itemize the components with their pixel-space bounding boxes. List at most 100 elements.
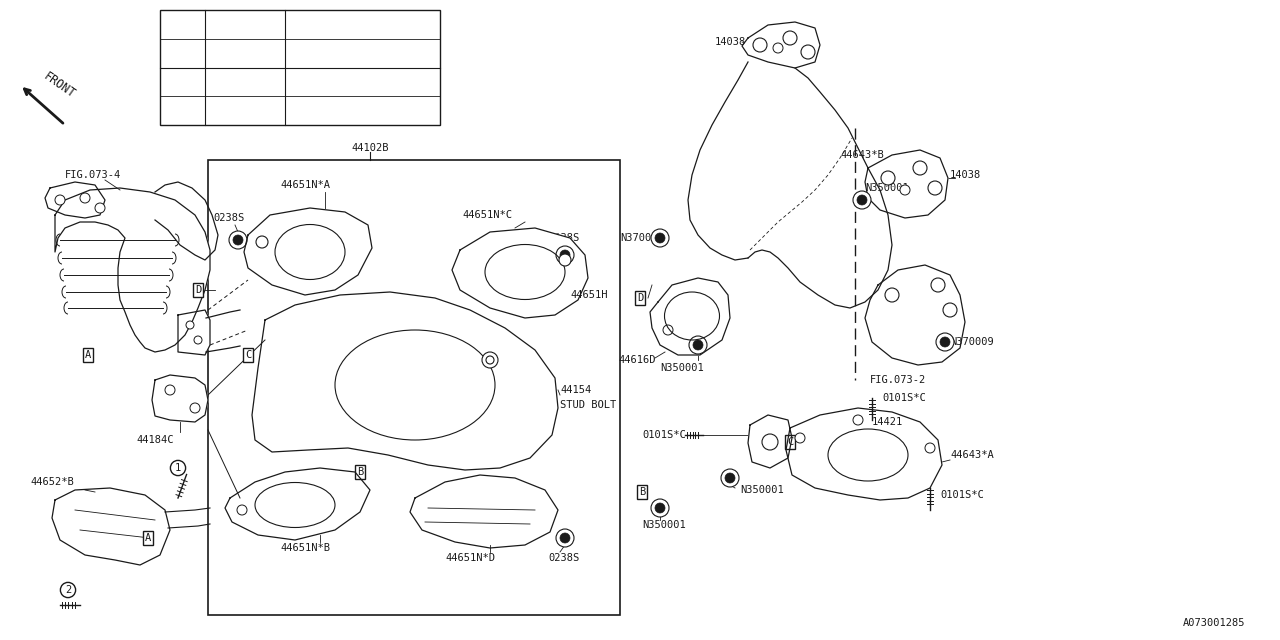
Text: N370009: N370009 [620,233,664,243]
Text: 44652*B: 44652*B [29,477,74,487]
Circle shape [913,161,927,175]
Polygon shape [244,208,372,295]
Circle shape [556,529,573,547]
Circle shape [940,337,950,347]
Circle shape [652,499,669,517]
Polygon shape [152,375,209,422]
Text: (MAR.2023-): (MAR.2023-) [292,19,361,29]
Text: J20648: J20648 [212,19,250,29]
Circle shape [186,321,195,329]
Polygon shape [748,68,892,308]
Text: 0238S: 0238S [212,213,244,223]
Text: N370009: N370009 [950,337,993,347]
Circle shape [55,195,65,205]
Circle shape [724,473,735,483]
Text: 14038: 14038 [950,170,982,180]
Circle shape [556,246,573,264]
Text: (-FEB.2023): (-FEB.2023) [292,106,361,116]
Circle shape [925,443,934,453]
Polygon shape [742,22,820,68]
Text: 0101S*C: 0101S*C [882,393,925,403]
Text: 0238S: 0238S [548,553,580,563]
Circle shape [852,191,870,209]
Polygon shape [689,62,748,260]
Text: C: C [787,437,794,447]
Text: 2: 2 [65,585,72,595]
Text: D: D [637,293,643,303]
Circle shape [486,356,494,364]
Text: 44102B: 44102B [351,143,389,153]
Polygon shape [786,408,942,500]
Text: C: C [244,350,251,360]
Polygon shape [252,292,558,470]
Text: B: B [357,467,364,477]
Circle shape [858,195,867,205]
Text: N350001: N350001 [740,485,783,495]
Text: FRONT: FRONT [41,70,78,100]
Polygon shape [865,150,948,218]
Circle shape [655,233,666,243]
Text: A: A [84,350,91,360]
Circle shape [189,403,200,413]
Text: N350001: N350001 [660,363,704,373]
Circle shape [928,181,942,195]
Circle shape [689,336,707,354]
Text: J20648: J20648 [212,77,250,87]
Circle shape [943,303,957,317]
Circle shape [936,333,954,351]
Polygon shape [748,415,792,468]
Polygon shape [52,488,170,565]
Circle shape [931,278,945,292]
Circle shape [884,288,899,302]
Text: 0104S*A: 0104S*A [212,106,256,116]
Text: 44651N*B: 44651N*B [280,543,330,553]
Polygon shape [225,468,370,540]
Circle shape [655,503,666,513]
Text: 1: 1 [175,463,182,473]
Text: 14421: 14421 [872,417,904,427]
Text: 2: 2 [179,34,186,44]
Circle shape [852,415,863,425]
Circle shape [233,235,243,245]
Text: 0101S*C: 0101S*C [643,430,686,440]
Text: 44651H: 44651H [570,290,608,300]
Circle shape [81,193,90,203]
Circle shape [753,38,767,52]
Circle shape [881,171,895,185]
Circle shape [165,385,175,395]
Text: N350001: N350001 [643,520,686,530]
Circle shape [256,236,268,248]
Text: 0238S: 0238S [548,233,580,243]
Text: 44643*B: 44643*B [840,150,883,160]
Text: 44651N*A: 44651N*A [280,180,330,190]
Circle shape [795,433,805,443]
Polygon shape [650,278,730,355]
Circle shape [783,31,797,45]
Circle shape [900,185,910,195]
Text: 0104S*B: 0104S*B [212,48,256,58]
Text: STUD BOLT: STUD BOLT [561,400,616,410]
Bar [160,10,440,125]
Circle shape [229,231,247,249]
Circle shape [762,434,778,450]
Text: FIG.073-4: FIG.073-4 [65,170,122,180]
Text: 44184C: 44184C [136,435,174,445]
Text: A073001285: A073001285 [1183,618,1245,628]
Circle shape [652,229,669,247]
Polygon shape [410,475,558,548]
Text: (MAR.2023-): (MAR.2023-) [292,77,361,87]
Text: 1: 1 [179,92,186,101]
Polygon shape [55,188,210,352]
Text: 44643*A: 44643*A [950,450,993,460]
Polygon shape [178,310,210,355]
Circle shape [483,352,498,368]
Polygon shape [452,228,588,318]
Circle shape [561,250,570,260]
Text: 14038: 14038 [716,37,746,47]
Text: 44154: 44154 [561,385,591,395]
Bar [209,160,620,615]
Circle shape [95,203,105,213]
Circle shape [237,505,247,515]
Text: B: B [639,487,645,497]
Text: A: A [145,533,151,543]
